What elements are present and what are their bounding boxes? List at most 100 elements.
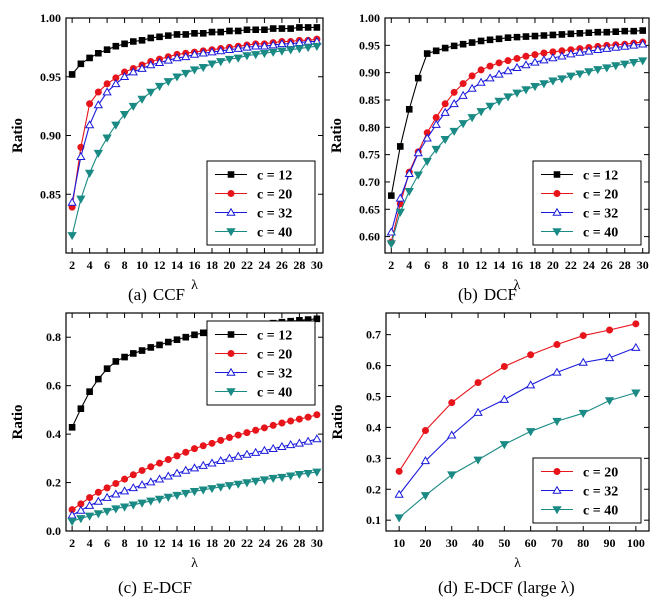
x-tick-label: 80 <box>577 536 589 550</box>
data-point-14 <box>189 487 200 497</box>
x-axis: 2 4 6 8 10 12 14 16 18 20 22 24 26 28 30 <box>388 18 649 272</box>
legend-label: c = 20 <box>257 188 292 203</box>
data-point-8 <box>137 63 147 72</box>
data-point-3 <box>473 456 483 465</box>
data-point-22 <box>585 29 593 37</box>
data-point-13 <box>503 66 513 75</box>
data-point-22 <box>259 445 270 454</box>
data-point-3 <box>93 100 104 109</box>
data-point-27 <box>629 40 639 49</box>
data-point-4 <box>102 492 112 501</box>
data-point-19 <box>557 75 567 84</box>
data-point-18 <box>225 434 233 442</box>
data-point-10 <box>156 459 164 467</box>
data-point-1 <box>76 505 86 514</box>
data-point-13 <box>182 31 190 38</box>
data-point-20 <box>567 30 575 38</box>
data-point-legend <box>553 468 561 475</box>
data-point-4 <box>500 362 508 370</box>
data-point-legend <box>226 207 236 216</box>
data-point-21 <box>252 26 259 34</box>
data-point-6 <box>553 341 561 349</box>
y-tick-label: 1.00 <box>359 11 380 25</box>
data-point-27 <box>304 24 312 31</box>
series-c40 <box>67 468 322 527</box>
data-point-14 <box>189 463 200 472</box>
data-point-12 <box>173 31 181 38</box>
data-point-6 <box>119 486 130 495</box>
data-point-6 <box>119 111 130 120</box>
data-point-27 <box>303 436 313 445</box>
data-point-24 <box>277 441 287 451</box>
data-point-10 <box>154 82 165 91</box>
data-point-9 <box>146 477 156 486</box>
data-point-20 <box>242 52 252 61</box>
data-point-5 <box>112 42 120 50</box>
series-line <box>398 347 637 495</box>
data-point-legend <box>227 331 235 338</box>
data-point-5 <box>112 480 120 488</box>
data-point-legend <box>552 228 562 237</box>
data-point-8 <box>138 347 146 354</box>
data-point-8 <box>137 499 147 508</box>
series-c32 <box>394 342 641 498</box>
data-point-13 <box>503 93 513 102</box>
data-point-3 <box>94 488 102 496</box>
data-point-15 <box>522 33 530 40</box>
data-point-26 <box>294 45 305 54</box>
y-tick-label: 0.1 <box>366 513 381 527</box>
data-point-5 <box>111 78 121 88</box>
data-point-6 <box>552 367 562 376</box>
x-tick-label: 12 <box>154 258 166 272</box>
data-point-26 <box>294 471 305 480</box>
data-point-2 <box>404 168 414 178</box>
data-point-20 <box>566 72 576 81</box>
data-point-11 <box>485 102 495 111</box>
data-point-22 <box>584 46 594 55</box>
series-c32 <box>67 36 322 206</box>
x-tick-label: 18 <box>206 536 218 550</box>
data-point-5 <box>432 47 440 55</box>
data-point-13 <box>181 489 191 499</box>
legend-label: c = 40 <box>257 386 292 401</box>
legend-item: c = 20 <box>541 466 618 481</box>
data-point-6 <box>119 503 130 512</box>
data-point-28 <box>313 411 321 419</box>
data-point-17 <box>539 80 549 89</box>
data-point-18 <box>224 55 235 64</box>
x-tick-label: 16 <box>189 536 201 550</box>
data-point-1 <box>396 143 404 150</box>
data-point-17 <box>216 46 226 55</box>
data-point-7 <box>449 127 459 136</box>
data-point-10 <box>477 37 485 45</box>
data-point-24 <box>602 64 612 73</box>
data-point-16 <box>207 60 217 69</box>
data-point-14 <box>189 66 200 75</box>
data-point-4 <box>103 484 111 492</box>
data-point-27 <box>304 413 312 421</box>
data-point-10 <box>154 495 165 504</box>
data-point-19 <box>233 43 243 52</box>
data-point-4 <box>103 365 111 373</box>
data-point-27 <box>629 58 639 68</box>
data-point-17 <box>539 55 549 64</box>
x-tick-label: 18 <box>529 258 541 272</box>
x-tick-label: 26 <box>276 258 288 272</box>
data-point-7 <box>129 471 137 479</box>
data-point-13 <box>504 34 512 41</box>
data-point-2 <box>86 100 94 108</box>
data-point-0 <box>67 518 77 527</box>
series-c20 <box>68 411 321 514</box>
x-tick-label: 30 <box>311 258 323 272</box>
data-point-23 <box>268 48 278 57</box>
data-point-7 <box>128 483 138 492</box>
caption-b: (b) DCF <box>458 285 517 305</box>
x-tick-label: 4 <box>87 536 93 550</box>
y-axis-label: Ratio <box>329 118 345 153</box>
data-point-2 <box>84 500 95 509</box>
data-point-24 <box>277 47 287 56</box>
data-point-2 <box>84 120 95 129</box>
data-point-18 <box>224 482 235 491</box>
data-point-17 <box>216 455 226 465</box>
